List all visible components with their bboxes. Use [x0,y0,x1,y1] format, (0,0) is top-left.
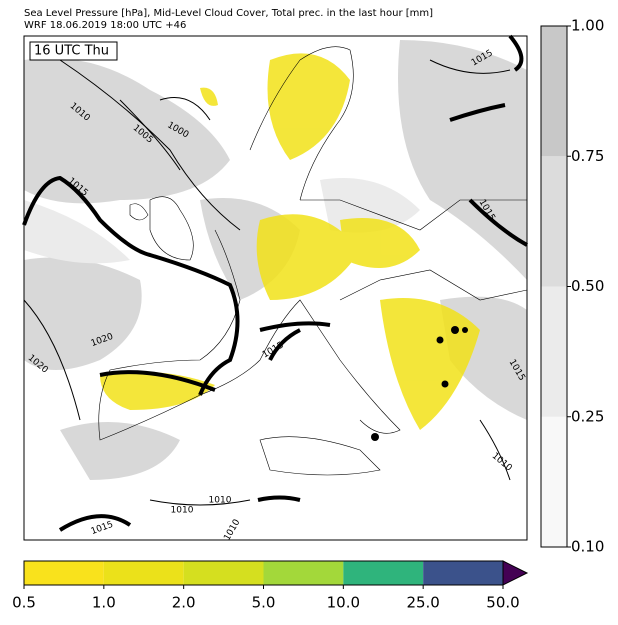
time-label: 16 UTC Thu [34,44,109,59]
colorbar-segment [541,26,567,157]
colorbar-segment [24,561,104,585]
colorbar-segment [263,561,344,585]
tick-label: 0.10 [571,538,604,556]
tick-label: 1.0 [92,594,116,612]
colorbar-segment [423,561,503,585]
tick-label: 2.0 [172,594,196,612]
title-line: Sea Level Pressure [hPa], Mid-Level Clou… [24,8,433,19]
colorbar-segment [343,561,424,585]
isobar-label: 1010 [209,496,232,506]
colorbar-segment [183,561,264,585]
tick-label: 5.0 [252,594,276,612]
isobar-label: 1010 [171,506,194,516]
colorbar-segment [541,156,567,287]
tick-label: 50.0 [486,594,519,612]
tick-label: 0.50 [571,277,604,295]
tick-label: 0.5 [12,594,36,612]
tick-label: 1.00 [571,17,604,35]
colorbar-segment [103,561,184,585]
colorbar-segment [541,416,567,547]
colorbar-segment [541,286,567,417]
tick-label: 25.0 [406,594,439,612]
colorbar-extend [502,560,529,586]
tick-label: 0.25 [571,407,604,425]
subtitle-line: WRF 18.06.2019 18:00 UTC +46 [24,20,186,31]
map: 16 UTC Thu [22,34,528,541]
tick-label: 0.75 [571,147,604,165]
tick-label: 10.0 [327,594,360,612]
